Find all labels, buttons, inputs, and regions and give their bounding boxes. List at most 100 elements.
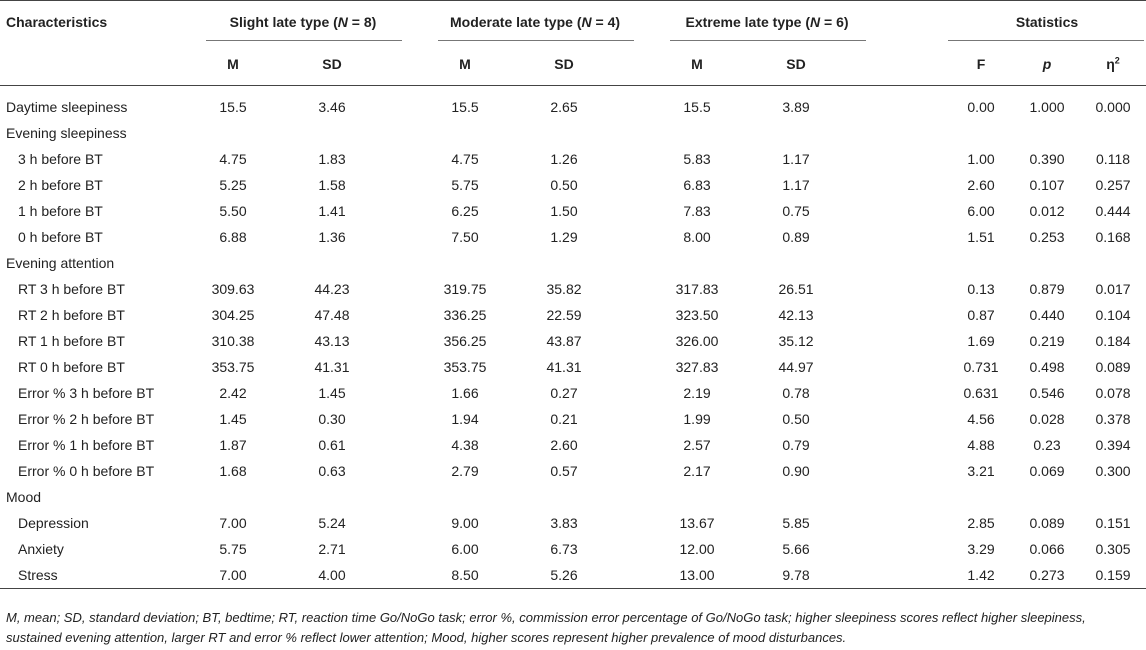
spacer-cell [866,380,948,406]
table-cell [668,250,726,276]
row-label: 1 h before BT [18,203,103,219]
table-cell: 0.57 [550,463,578,479]
table-cell: 1.17 [782,177,810,193]
table-cell: 304.25 [211,307,255,323]
section-row: Evening sleepiness [0,120,1146,146]
table-cell: 0.257 [1095,177,1131,193]
table-cell: 43.87 [546,333,582,349]
table-cell: 44.97 [778,359,814,375]
table-cell: 310.38 [211,333,255,349]
spacer-cell [402,86,436,121]
table-cell: 0.879 [1029,281,1065,297]
table-cell [494,250,634,276]
table-cell: 1.17 [782,151,810,167]
table-row: RT 2 h before BT 304.25 47.48 336.25 22.59 32… [0,302,1146,328]
table-cell: 5.26 [550,567,578,583]
table-cell: 5.83 [683,151,711,167]
table-cell: 2.65 [550,99,578,115]
table-cell: 7.00 [219,567,247,583]
subheader-f: F [976,56,986,72]
table-cell: 1.36 [318,229,346,245]
row-label: Mood [6,489,42,505]
spacer-cell [402,250,436,276]
table-cell: 0.159 [1095,567,1131,583]
table-cell: 0.151 [1095,515,1131,531]
subheader-sd: SD [786,56,806,72]
table-cell: 0.79 [782,437,810,453]
table-cell: 0.300 [1095,463,1131,479]
table-cell: 353.75 [211,359,255,375]
table-cell: 4.88 [967,437,995,453]
table-cell: 5.85 [782,515,810,531]
table-cell: 5.75 [219,541,247,557]
table-cell: 1.50 [550,203,578,219]
table-cell: 3.46 [318,99,346,115]
spacer-cell [866,198,948,224]
spacer-cell [402,120,436,146]
table-row: RT 1 h before BT 310.38 43.13 356.25 43.87 32… [0,328,1146,354]
table-cell: 0.23 [1033,437,1061,453]
table-cell: 353.75 [443,359,487,375]
table-cell: 44.23 [314,281,350,297]
table-cell: 5.25 [219,177,247,193]
table-cell: 1.66 [451,385,479,401]
table-cell: 15.5 [451,99,479,115]
table-cell: 0.440 [1029,307,1065,323]
table-cell [668,484,726,510]
table-cell [262,250,402,276]
table-cell: 327.83 [675,359,719,375]
table-cell: 0.63 [318,463,346,479]
table-cell: 0.017 [1095,281,1131,297]
table-cell: 0.631 [963,385,999,401]
table-cell [1014,120,1080,146]
spacer-cell [866,302,948,328]
table-cell: 0.21 [550,411,578,427]
table-cell: 5.66 [782,541,810,557]
spacer-cell [634,484,668,510]
spacer-cell [634,328,668,354]
table-cell: 1.99 [683,411,711,427]
table-cell: 1.26 [550,151,578,167]
spacer-cell [402,406,436,432]
group-rule-slight [206,40,402,41]
table-cell: 0.30 [318,411,346,427]
table-row: Error % 3 h before BT 2.42 1.45 1.66 0.27 2.1… [0,380,1146,406]
table-cell [1080,120,1146,146]
spacer-cell [402,432,436,458]
table-cell [436,484,494,510]
table-cell: 2.71 [318,541,346,557]
table-cell: 7.50 [451,229,479,245]
table-cell: 0.498 [1029,359,1065,375]
table-cell: 9.00 [451,515,479,531]
table-cell: 6.25 [451,203,479,219]
spacer-cell [634,536,668,562]
table-cell: 0.012 [1029,203,1065,219]
table-cell: 0.028 [1029,411,1065,427]
table-cell: 41.31 [546,359,582,375]
row-label: Depression [18,515,89,531]
table-row: Anxiety 5.75 2.71 6.00 6.73 12.00 5.66 3.29 0.06… [0,536,1146,562]
row-label: Error % 3 h before BT [18,385,155,401]
table-cell: 0.394 [1095,437,1131,453]
table-cell: 0.731 [963,359,999,375]
header-characteristics: Characteristics [6,14,108,30]
table-cell [726,250,866,276]
table-cell [262,120,402,146]
table-cell: 6.00 [451,541,479,557]
spacer-cell [634,172,668,198]
spacer-cell [402,198,436,224]
table-cell: 0.089 [1029,515,1065,531]
table-cell: 3.83 [550,515,578,531]
table-cell: 1.69 [967,333,995,349]
spacer-cell [634,250,668,276]
spacer-cell [866,328,948,354]
table-cell: 0.89 [782,229,810,245]
table-cell: 4.75 [219,151,247,167]
table-cell: 2.85 [967,515,995,531]
spacer-cell [402,224,436,250]
spacer-cell [866,510,948,536]
row-label: RT 1 h before BT [18,333,125,349]
table-cell: 4.75 [451,151,479,167]
spacer-cell [866,484,948,510]
